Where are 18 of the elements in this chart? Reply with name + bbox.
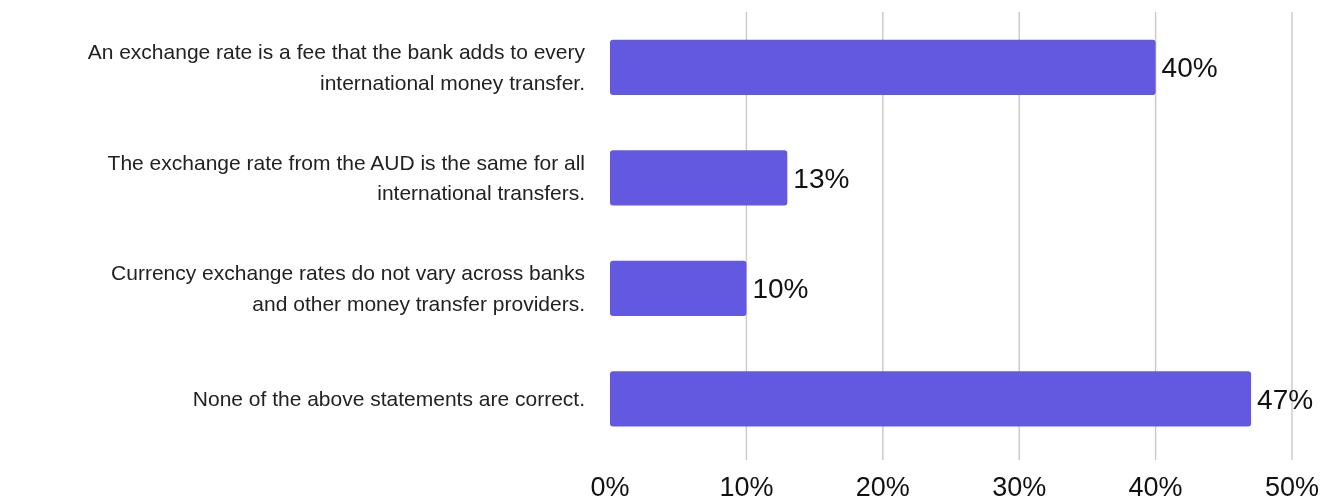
x-tick-label: 0% — [590, 472, 630, 502]
x-tick-label: 10% — [719, 472, 774, 502]
x-tick-label: 40% — [1128, 472, 1183, 502]
data-label: 13% — [793, 162, 850, 194]
y-tick-label: Currency exchange rates do not vary across banks and other money transfer providers. — [111, 261, 585, 315]
y-tick-label: An exchange rate is a fee that the bank adds to every international money transfer. — [87, 40, 586, 94]
x-tick-label: 20% — [855, 472, 910, 502]
data-label: 40% — [1161, 52, 1218, 84]
x-tick-label: 50% — [1264, 472, 1320, 502]
bar — [610, 150, 788, 206]
bar — [610, 260, 747, 316]
data-label: 10% — [752, 273, 809, 305]
x-tick-label: 30% — [992, 472, 1047, 502]
y-tick-label: The exchange rate from the AUD is the same for all international transfers. — [107, 150, 585, 205]
bar — [610, 371, 1252, 427]
y-tick-label: None of the above statements are correct. — [192, 387, 585, 411]
data-label: 47% — [1257, 383, 1314, 415]
bar — [610, 39, 1156, 95]
